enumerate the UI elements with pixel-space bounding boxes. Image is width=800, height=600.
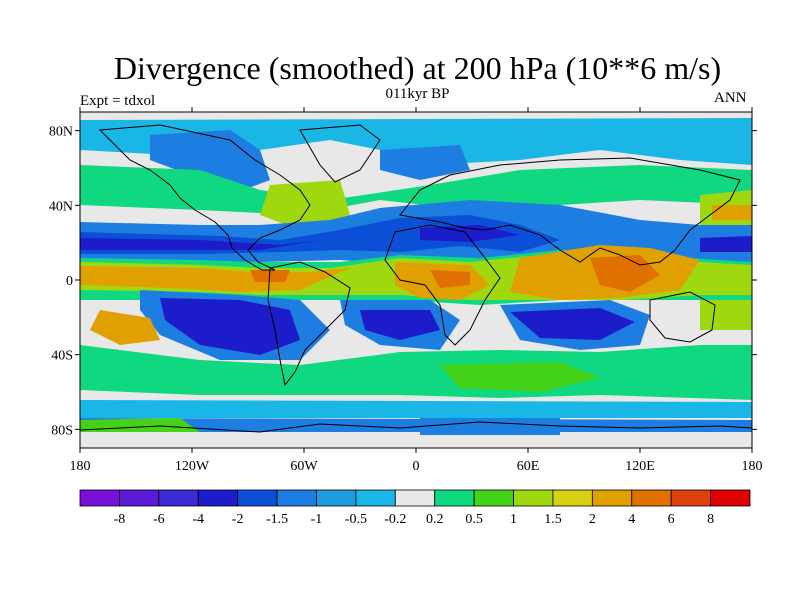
lon-tick-label: 60W [290, 459, 318, 474]
colorbar-swatch [79, 489, 120, 507]
southern-ocean-cyan [80, 400, 752, 418]
colorbar-swatch [355, 489, 396, 507]
north-pacific-orange [712, 205, 752, 220]
arctic-blue-patch [150, 130, 270, 195]
lat-tick-label: 80S [51, 423, 73, 438]
colorbar-swatch [434, 489, 475, 507]
north-america-coast [98, 124, 311, 271]
lat-tick-label: 40S [51, 349, 73, 364]
colorbar-swatch [237, 489, 278, 507]
southern-lightgreen-patch [440, 362, 600, 392]
southern-green-band [80, 345, 752, 400]
colorbar-label: -1.5 [266, 512, 288, 527]
antarctic-blue-patch-2 [420, 418, 560, 435]
south-atlantic-darkblue [360, 310, 440, 340]
colorbar-swatch [710, 489, 751, 507]
north-green-band [80, 165, 752, 215]
lon-tick-label: 180 [742, 459, 763, 474]
colorbar-label: -4 [192, 512, 204, 527]
colorbar-swatch [394, 489, 436, 507]
lon-tick-label: 180 [70, 459, 91, 474]
antarctic-blue [80, 418, 752, 432]
north-atlantic-yellow [260, 180, 350, 230]
axis-ticks: 80N 40N 0 40S 80S 180 120W 60W 0 60E 120E 180 [49, 107, 763, 474]
arctic-blue-patch-2 [380, 145, 470, 180]
colorbar-label: -0.2 [384, 512, 406, 527]
season-label: ANN [714, 90, 747, 106]
colorbar-label: -8 [114, 512, 126, 527]
sw-pacific-gold [90, 310, 160, 345]
colorbar-swatch [158, 489, 199, 507]
colorbar-label: 8 [707, 512, 714, 527]
colorbar-label: 0.2 [426, 512, 444, 527]
colorbar-swatch [670, 489, 711, 507]
map-title: Divergence (smoothed) at 200 hPa (10**6 … [113, 50, 722, 86]
colorbar-label: 6 [668, 512, 675, 527]
colorbar-label: 4 [628, 512, 635, 527]
sh-darkblue [160, 298, 300, 355]
colorbar-swatch [552, 489, 593, 507]
lat-tick-label: 80N [49, 125, 73, 140]
arctic-cyan-band [80, 118, 752, 165]
colorbar-swatch [591, 489, 633, 507]
nh-deepblue-core [80, 238, 320, 250]
colorbar-label: -6 [153, 512, 165, 527]
colorbar-label: 1.5 [544, 512, 562, 527]
europe-asia-coast [399, 157, 741, 266]
colorbar-swatch [197, 489, 239, 507]
lon-tick-label: 60E [517, 459, 540, 474]
south-america-coast [267, 261, 351, 387]
colorbar-swatch [513, 489, 554, 507]
colorbar-label: 1 [510, 512, 517, 527]
lat-tick-label: 40N [49, 199, 73, 214]
map-field [80, 112, 752, 448]
colorbar-swatch [119, 489, 160, 507]
lat-tick-label: 0 [66, 274, 73, 289]
indian-ocean-darkblue [510, 308, 635, 340]
lon-tick-label: 0 [413, 459, 420, 474]
amazon-orange [430, 270, 470, 288]
colorbar-label: 0.5 [465, 512, 483, 527]
colorbar: -8 -6 -4 -2 -1.5 -1 -0.5 -0.2 0.2 0.5 1 1.5 2 4 6 8 [79, 489, 751, 527]
nh-deepblue-core-2 [420, 225, 520, 242]
experiment-label: Expt = tdxol [80, 93, 156, 109]
antarctic-bright-patch [80, 418, 200, 432]
africa-coast [384, 224, 501, 346]
colorbar-swatch [276, 489, 317, 507]
antarctic-land [80, 432, 752, 448]
colorbar-label: -0.5 [345, 512, 367, 527]
colorbar-swatch [473, 489, 514, 507]
colorbar-label: 2 [589, 512, 596, 527]
lon-tick-label: 120E [625, 459, 655, 474]
coastlines [80, 124, 752, 433]
colorbar-label: -1 [311, 512, 323, 527]
sw-pacific-yellow [700, 300, 752, 330]
colorbar-swatch [631, 489, 672, 507]
greenland-coast [299, 124, 381, 183]
antarctica-coast [80, 421, 752, 433]
nw-pacific-darkblue [700, 236, 752, 252]
colorbar-label: -2 [232, 512, 244, 527]
colorbar-swatch [316, 489, 357, 507]
lon-tick-label: 120W [175, 459, 210, 474]
australia-coast [649, 291, 716, 343]
map-subtitle: 011kyr BP [385, 86, 450, 102]
